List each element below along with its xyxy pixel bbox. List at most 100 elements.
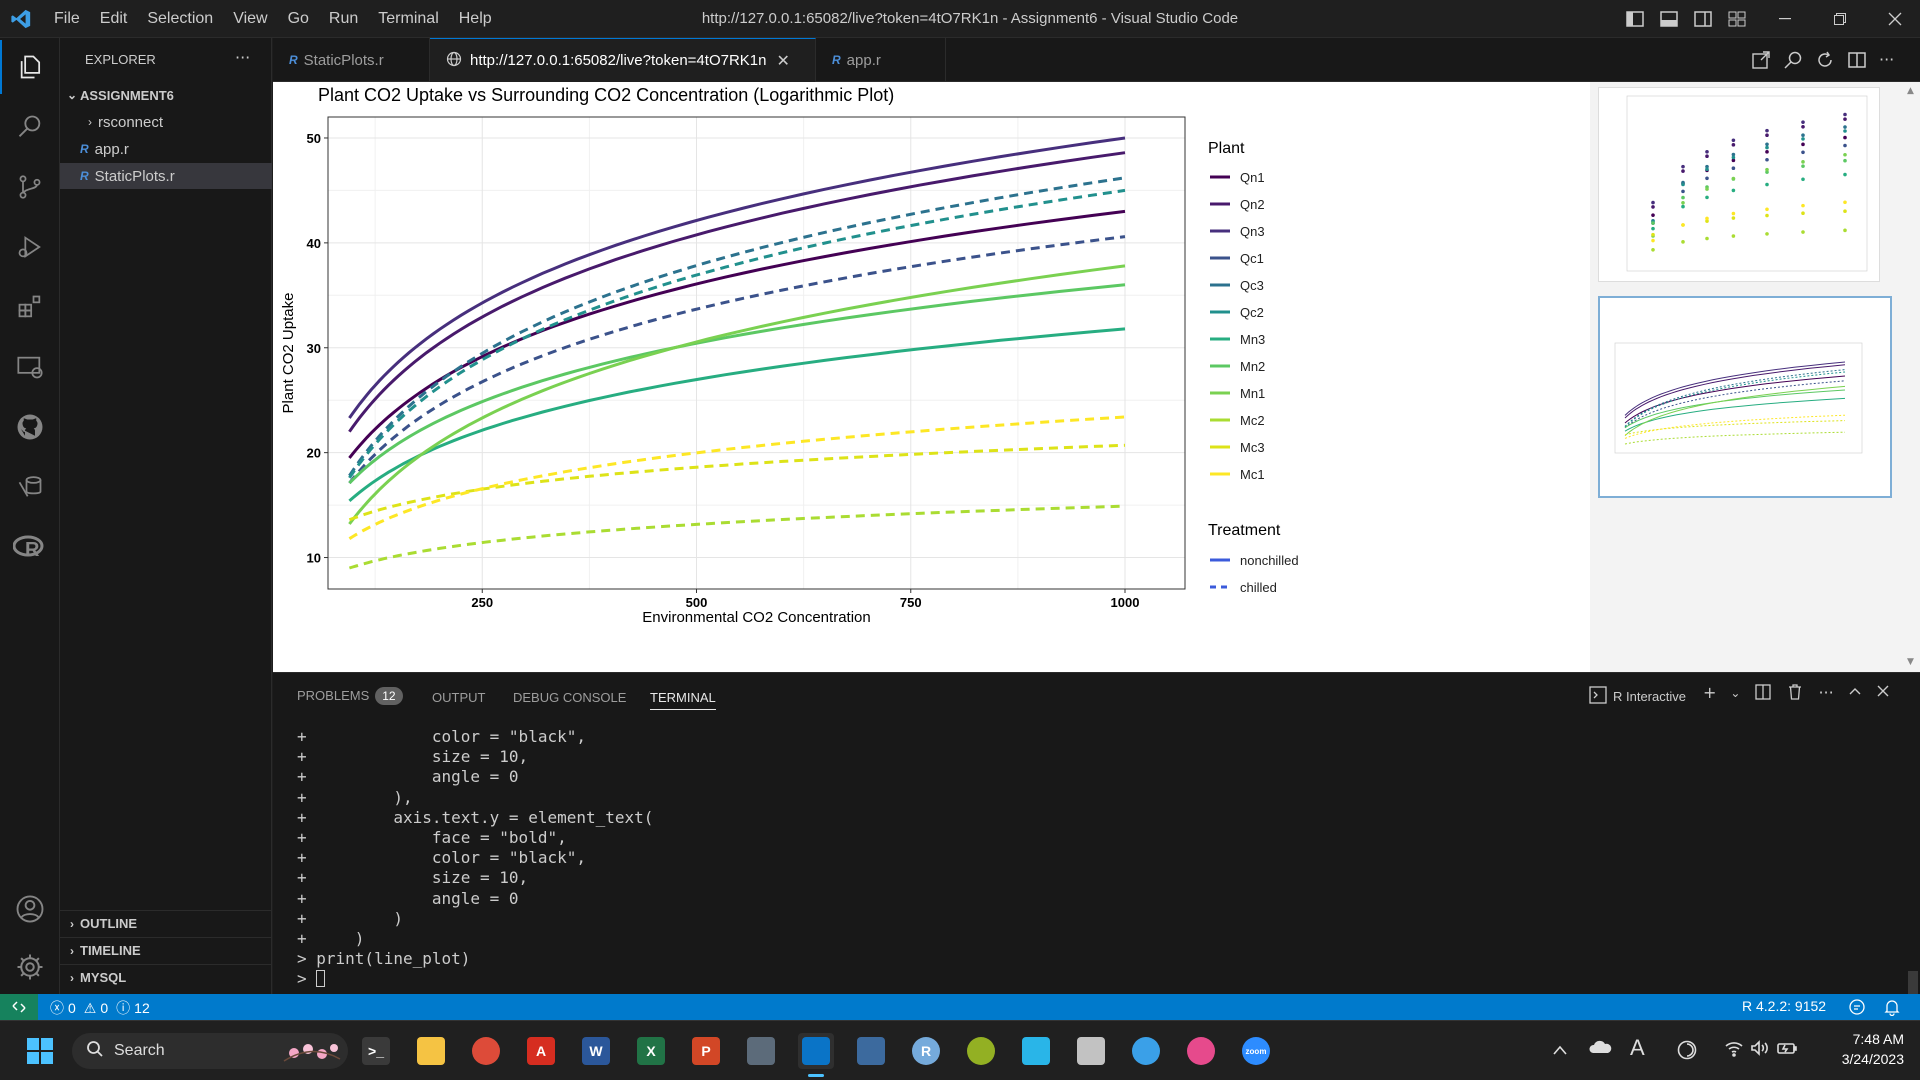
onedrive-icon[interactable] (1588, 1039, 1612, 1059)
r-file-icon: R (80, 169, 89, 183)
chevron-up-icon[interactable] (1552, 1041, 1568, 1060)
workspace-folder[interactable]: ⌄ ASSIGNMENT6 (60, 82, 272, 108)
zoom-icon[interactable]: zoom (1238, 1033, 1274, 1069)
snipping-tool-icon[interactable] (1073, 1033, 1109, 1069)
menu-view[interactable]: View (233, 10, 268, 27)
accounts-icon[interactable] (0, 882, 60, 936)
open-in-browser-icon[interactable] (1751, 50, 1771, 74)
menu-run[interactable]: Run (328, 10, 359, 27)
menu-go[interactable]: Go (287, 10, 309, 27)
x-tick-label: 500 (686, 595, 708, 610)
search-icon[interactable] (0, 100, 60, 154)
taskbar-search-box[interactable]: Search (72, 1033, 348, 1069)
close-tab-icon[interactable]: ✕ (776, 52, 790, 70)
focus-assist-icon[interactable] (1676, 1039, 1698, 1065)
tab-terminal[interactable]: TERMINAL (650, 690, 716, 710)
source-control-icon[interactable] (0, 160, 60, 214)
input-language-icon[interactable]: A (1630, 1035, 1645, 1060)
acrobat-icon[interactable]: A (523, 1033, 559, 1069)
minimize-icon[interactable] (1760, 0, 1810, 38)
word-icon[interactable]: W (578, 1033, 614, 1069)
terminal-selector[interactable]: R Interactive (1589, 686, 1686, 707)
qgis-icon[interactable] (963, 1033, 999, 1069)
r-session-status[interactable]: R 4.2.2: 9152 (1742, 998, 1827, 1014)
tab-label: PROBLEMS (297, 688, 370, 703)
app-icon[interactable] (853, 1033, 889, 1069)
more-actions-icon[interactable]: ··· (1879, 50, 1895, 69)
terminal-output[interactable]: + color = "black", + size = 10, + angle = … (297, 727, 653, 990)
file-explorer-icon[interactable] (413, 1033, 449, 1069)
terminal-icon[interactable]: >_ (358, 1033, 394, 1069)
clock[interactable]: 7:48 AM 3/24/2023 (1808, 1029, 1904, 1069)
close-panel-icon[interactable] (1876, 683, 1890, 705)
plot-thumbnail-lines[interactable] (1598, 296, 1892, 498)
tab-output[interactable]: OUTPUT (432, 690, 486, 705)
tab-staticplots-r[interactable]: R StaticPlots.r (273, 38, 430, 82)
terminal-scrollbar[interactable] (1908, 971, 1918, 1001)
menu-selection[interactable]: Selection (147, 10, 214, 27)
extensions-icon[interactable] (0, 280, 60, 334)
close-window-icon[interactable] (1870, 0, 1920, 38)
notifications-bell-icon[interactable] (1884, 998, 1900, 1019)
powerpoint-icon[interactable]: P (688, 1033, 724, 1069)
run-debug-icon[interactable] (0, 220, 60, 274)
tab-live-preview[interactable]: http://127.0.0.1:65082/live?token=4tO7RK… (430, 38, 816, 82)
split-terminal-icon[interactable] (1754, 683, 1772, 705)
toggle-sidebar-icon[interactable] (1620, 0, 1650, 38)
paint-icon[interactable] (1128, 1033, 1164, 1069)
tab-debug-console[interactable]: DEBUG CONSOLE (513, 690, 627, 705)
chrome-icon[interactable] (468, 1033, 504, 1069)
qgis-glyph (967, 1037, 995, 1065)
more-actions-icon[interactable]: ··· (235, 48, 251, 67)
trash-icon[interactable] (1786, 683, 1804, 705)
drop-icon[interactable] (1183, 1033, 1219, 1069)
menu-help[interactable]: Help (458, 10, 492, 27)
tree-item-staticplots-r[interactable]: R StaticPlots.r (60, 163, 272, 189)
new-terminal-icon[interactable]: + (1703, 683, 1717, 702)
thumbnail-point (1681, 204, 1685, 209)
menu-file[interactable]: File (54, 10, 80, 27)
tab-app-r[interactable]: R app.r (816, 38, 946, 82)
plot-thumbnail-scatter[interactable] (1598, 87, 1880, 282)
remote-indicator-icon[interactable] (0, 994, 38, 1020)
explorer-icon[interactable] (0, 40, 60, 94)
find-icon[interactable] (1783, 50, 1803, 74)
tree-item-rsconnect[interactable]: › rsconnect (60, 109, 272, 135)
database-icon[interactable] (0, 460, 60, 514)
settings-gear-icon[interactable] (0, 940, 60, 994)
windows-start-icon[interactable] (22, 1033, 58, 1069)
customize-layout-icon[interactable] (1722, 0, 1752, 38)
r-icon[interactable]: R (0, 520, 60, 574)
problems-status[interactable]: ⓧ 0 ⚠ 0 ⓘ 12 (50, 998, 150, 1018)
tab-problems[interactable]: PROBLEMS 12 (297, 687, 403, 705)
reload-icon[interactable] (1815, 50, 1835, 74)
maximize-panel-icon[interactable] (1848, 683, 1862, 705)
rstudio-icon[interactable]: R (908, 1033, 944, 1069)
system-tray[interactable] (1724, 1039, 1798, 1061)
timeline-section[interactable]: › TIMELINE (60, 937, 272, 963)
thumbnail-point (1843, 158, 1847, 163)
restore-icon[interactable] (1815, 0, 1865, 38)
menu-terminal[interactable]: Terminal (378, 10, 439, 27)
github-icon[interactable] (0, 400, 60, 454)
thumbnail-point (1843, 200, 1847, 205)
webview-scrollbar[interactable]: ▲ ▼ (1903, 82, 1920, 672)
snowflake-icon[interactable] (1018, 1033, 1054, 1069)
excel-icon[interactable]: X (633, 1033, 669, 1069)
menu-edit[interactable]: Edit (99, 10, 128, 27)
toggle-secondary-sidebar-icon[interactable] (1688, 0, 1718, 38)
split-editor-icon[interactable] (1847, 50, 1867, 74)
vscode-icon[interactable] (798, 1033, 834, 1077)
chevron-down-icon[interactable]: ⌄ (1730, 686, 1741, 700)
calculator-icon[interactable] (743, 1033, 779, 1069)
more-actions-icon[interactable]: ··· (1818, 683, 1834, 702)
remote-explorer-icon[interactable] (0, 340, 60, 394)
outline-section[interactable]: › OUTLINE (60, 910, 272, 936)
mysql-section[interactable]: › MYSQL (60, 964, 272, 990)
chevron-right-icon: › (70, 943, 74, 958)
feedback-icon[interactable] (1848, 998, 1866, 1019)
toggle-panel-icon[interactable] (1654, 0, 1684, 38)
tree-item-app-r[interactable]: R app.r (60, 136, 272, 162)
thumbnail-point (1651, 248, 1655, 252)
